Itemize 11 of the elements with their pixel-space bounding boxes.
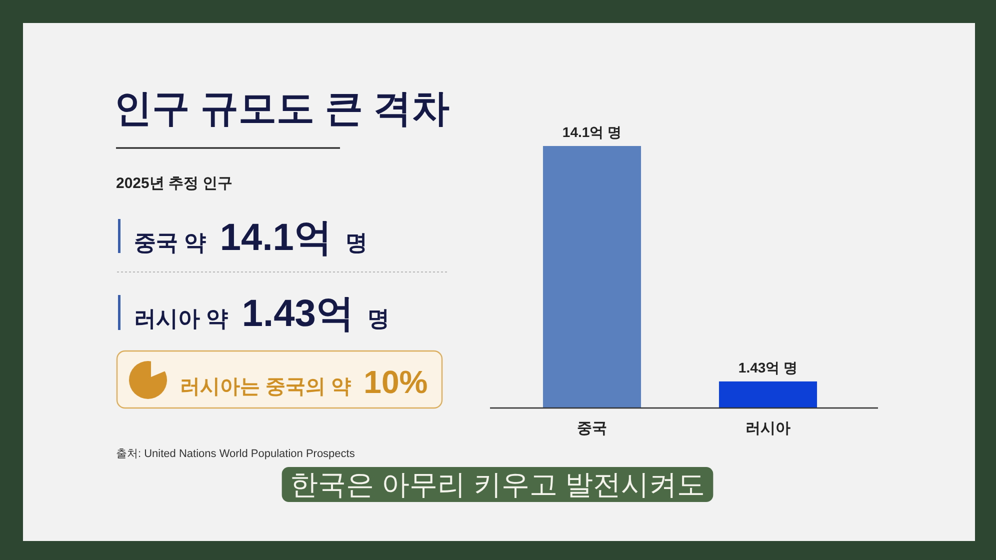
data-label: 1.43억 명 (738, 359, 798, 376)
x-tick-label: 중국 (577, 420, 607, 437)
x-tick-label: 러시아 (746, 420, 790, 437)
text: 중국 약 14.1억 명 (134, 217, 368, 259)
data-label: 14.1억 명 (562, 124, 622, 140)
text: 2025년 추정 인구 (116, 175, 233, 192)
text: 한국은 아무리 키우고 발전시켜도 (290, 469, 706, 500)
text: 러시아는 중국의 약 10% (180, 364, 428, 400)
source-note: 출처: United Nations World Population Prospects (116, 448, 356, 460)
chart-title: 인구 규모도 큰 격차 (114, 88, 450, 130)
text: 러시아 약 1.43억 명 (134, 293, 390, 335)
